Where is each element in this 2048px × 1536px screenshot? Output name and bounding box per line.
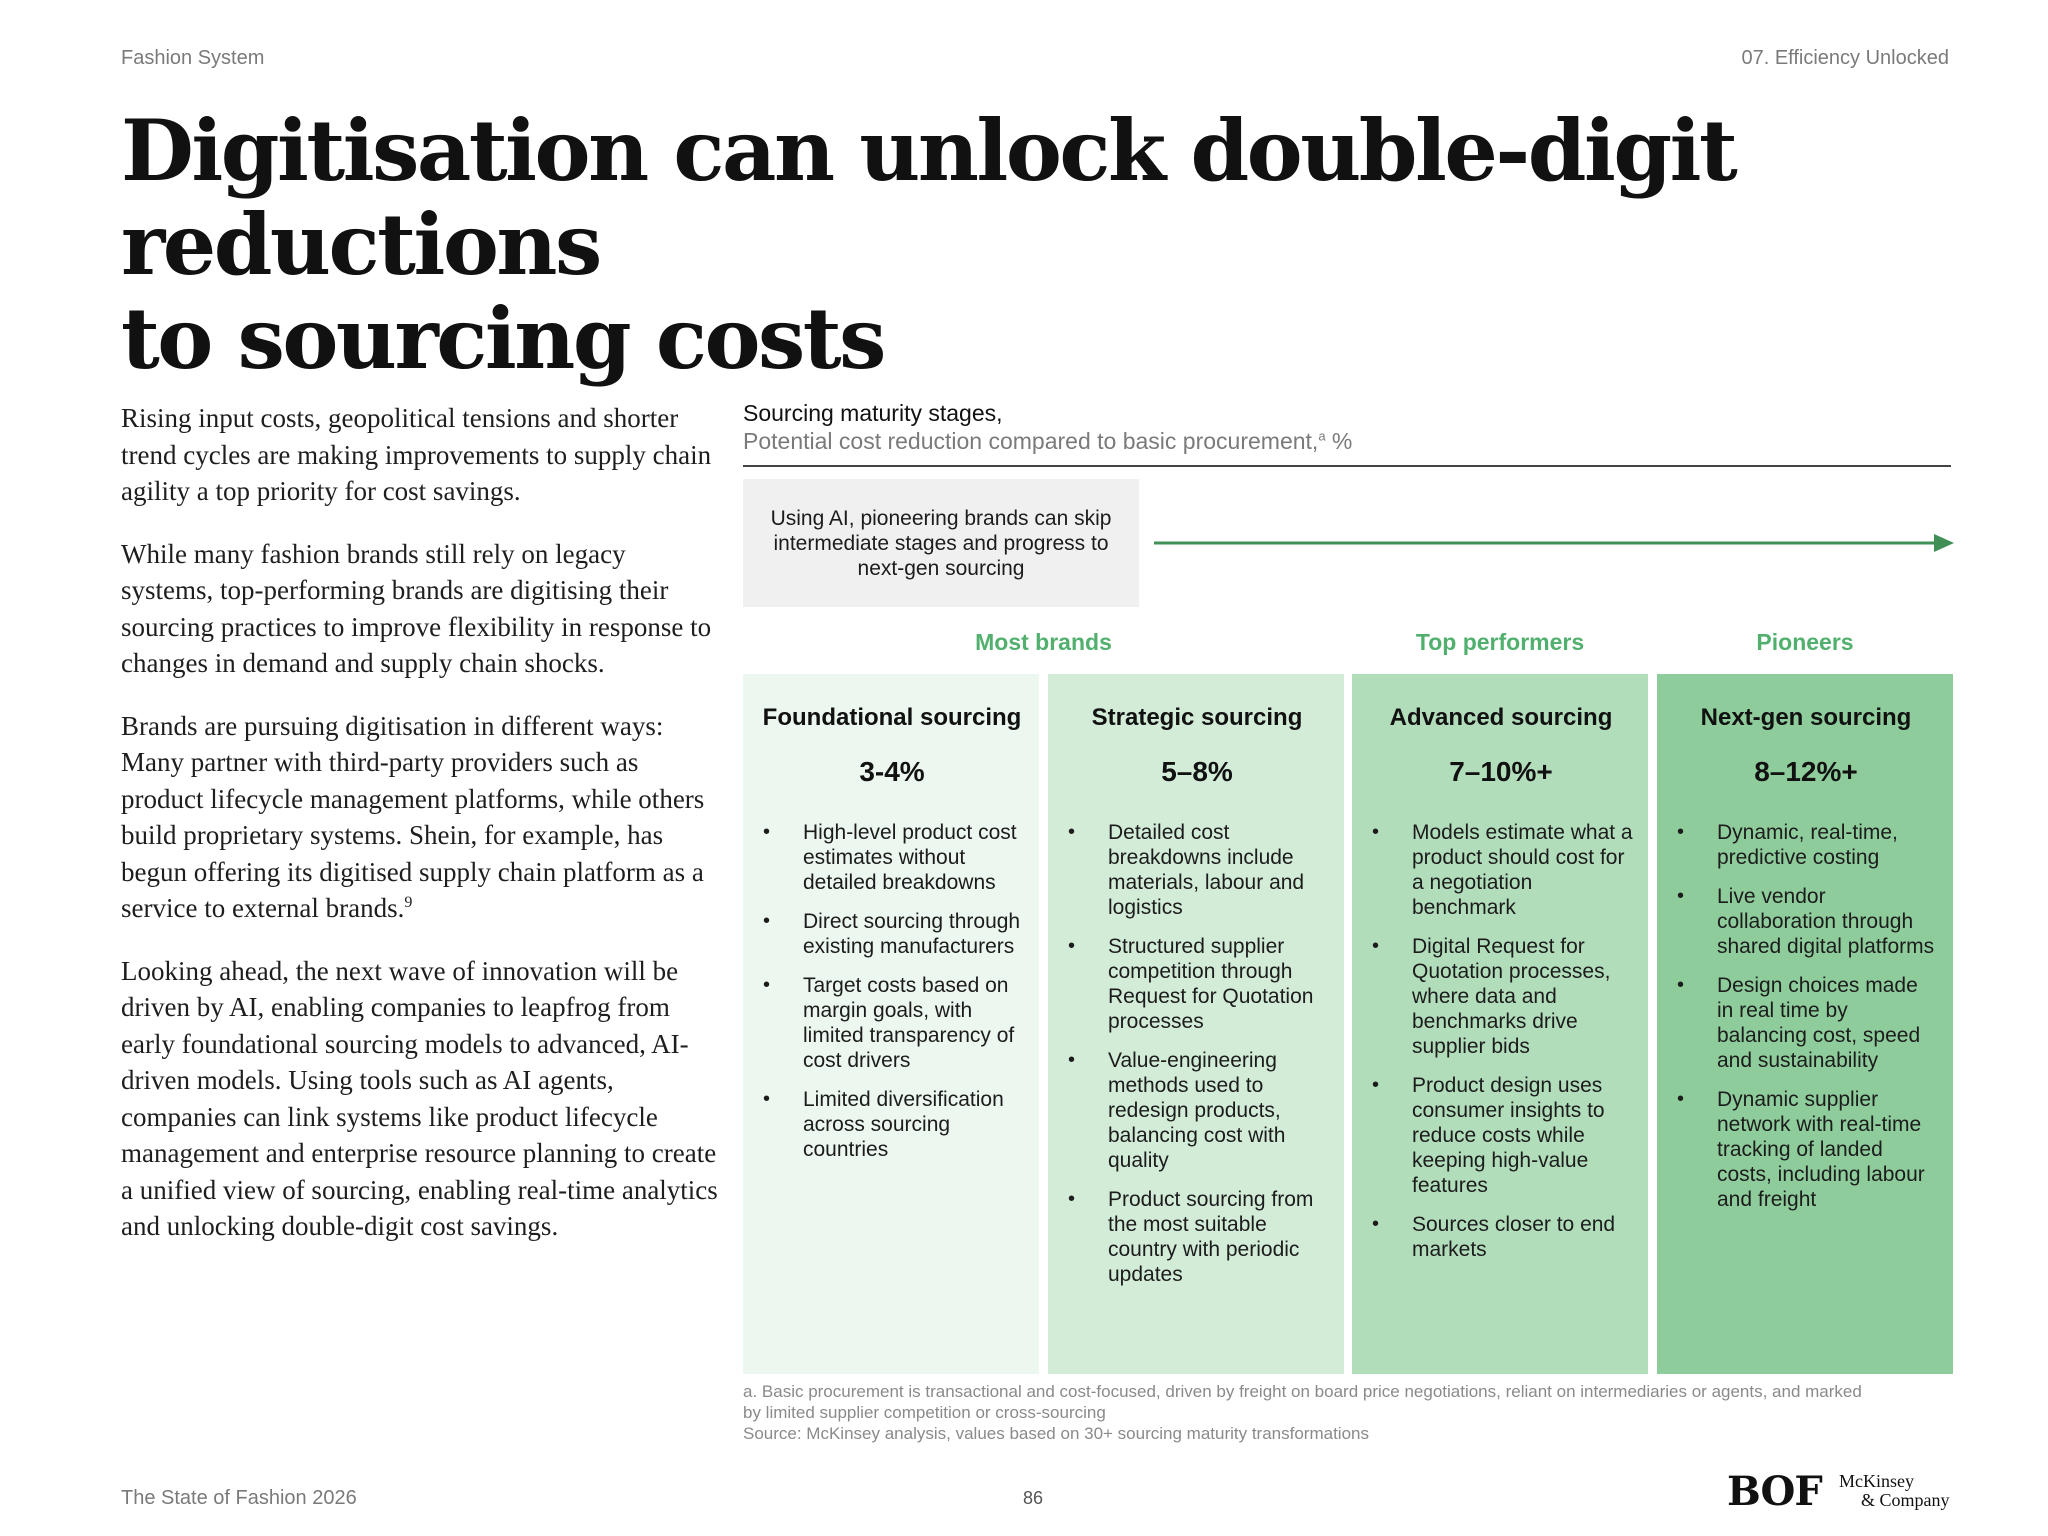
- body-paragraph-3: Brands are pursuing digitisation in diff…: [121, 708, 721, 927]
- stage-title: Next-gen sourcing: [1700, 704, 1912, 731]
- stage-bullet: Limited diversification across sourcing …: [759, 1087, 1025, 1162]
- source-note: Source: McKinsey analysis, values based …: [743, 1424, 1369, 1443]
- running-header-chapter: 07. Efficiency Unlocked: [1741, 47, 1949, 69]
- stage-bullet: Product sourcing from the most suitable …: [1064, 1187, 1330, 1287]
- stage-bullet: Design choices made in real time by bala…: [1673, 973, 1939, 1073]
- progress-arrow-icon: [1154, 534, 1954, 552]
- mckinsey-logo: McKinsey & Company: [1839, 1472, 1950, 1510]
- stage-column-strategic: Strategic sourcing 5–8% Detailed cost br…: [1048, 674, 1344, 1374]
- body-paragraph-2: While many fashion brands still rely on …: [121, 538, 712, 679]
- figure-title: Sourcing maturity stages,: [743, 400, 1003, 426]
- body-paragraph-4: Looking ahead, the next wave of innovati…: [121, 955, 718, 1242]
- footnote-ref-9: 9: [404, 894, 413, 911]
- page-title-line-1: Digitisation can unlock double-digit red…: [121, 101, 1738, 294]
- stage-bullet: High-level product cost estimates withou…: [759, 820, 1025, 895]
- stage-bullets: Models estimate what a product should co…: [1368, 820, 1634, 1262]
- stage-cost-reduction: 7–10%+: [1449, 756, 1553, 787]
- stage-bullet: Models estimate what a product should co…: [1368, 820, 1634, 920]
- page-title-line-2: to sourcing costs: [121, 289, 886, 388]
- page-number: 86: [1023, 1488, 1044, 1508]
- callout-box: Using AI, pioneering brands can skip int…: [743, 479, 1139, 607]
- body-paragraph-1: Rising input costs, geopolitical tension…: [121, 403, 712, 506]
- body-paragraph-3-text: Brands are pursuing digitisation in diff…: [121, 710, 705, 924]
- figure-subtitle-unit: %: [1325, 428, 1353, 454]
- stage-title: Strategic sourcing: [1091, 704, 1303, 731]
- bof-logo: BOF: [1727, 1468, 1823, 1515]
- mckinsey-logo-line-1: McKinsey: [1839, 1471, 1914, 1491]
- footer-publication: The State of Fashion 2026: [121, 1487, 357, 1509]
- mckinsey-logo-line-2: & Company: [1861, 1490, 1950, 1510]
- page-title: Digitisation can unlock double-digit red…: [121, 104, 1961, 386]
- stage-bullet: Target costs based on margin goals, with…: [759, 973, 1025, 1073]
- figure-divider: [743, 465, 1951, 467]
- figure-subtitle-text: Potential cost reduction compared to bas…: [743, 428, 1319, 454]
- stage-cost-reduction: 3-4%: [859, 756, 925, 787]
- figure-footnotes: a. Basic procurement is transactional an…: [743, 1381, 1883, 1444]
- stage-column-foundational: Foundational sourcing 3-4% High-level pr…: [743, 674, 1039, 1374]
- footnote-ref-a: a: [1318, 428, 1326, 444]
- stage-bullets: Detailed cost breakdowns include materia…: [1064, 820, 1330, 1287]
- running-header-section: Fashion System: [121, 47, 265, 69]
- group-label-top-performers: Top performers: [1415, 629, 1585, 655]
- footnote-a: a. Basic procurement is transactional an…: [743, 1382, 1862, 1422]
- stage-cost-reduction: 5–8%: [1161, 756, 1233, 787]
- stage-bullet: Dynamic, real-time, predictive costing: [1673, 820, 1939, 870]
- group-label-most-brands: Most brands: [975, 629, 1112, 655]
- stage-bullet: Sources closer to end markets: [1368, 1212, 1634, 1262]
- stage-bullet: Structured supplier competition through …: [1064, 934, 1330, 1034]
- figure-subtitle: Potential cost reduction compared to bas…: [743, 428, 1352, 455]
- stage-column-next-gen: Next-gen sourcing 8–12%+ Dynamic, real-t…: [1657, 674, 1953, 1374]
- stage-bullet: Product design uses consumer insights to…: [1368, 1073, 1634, 1198]
- body-text: Rising input costs, geopolitical tension…: [121, 400, 721, 1271]
- stage-title: Advanced sourcing: [1389, 704, 1613, 731]
- stage-bullets: High-level product cost estimates withou…: [759, 820, 1025, 1162]
- stage-bullets: Dynamic, real-time, predictive costing L…: [1673, 820, 1939, 1212]
- stage-bullet: Live vendor collaboration through shared…: [1673, 884, 1939, 959]
- stage-cost-reduction: 8–12%+: [1754, 756, 1858, 787]
- stage-bullet: Direct sourcing through existing manufac…: [759, 909, 1025, 959]
- group-label-pioneers: Pioneers: [1756, 629, 1854, 655]
- stage-column-advanced: Advanced sourcing 7–10%+ Models estimate…: [1352, 674, 1648, 1374]
- stage-title: Foundational sourcing: [762, 704, 1022, 731]
- stage-bullet: Detailed cost breakdowns include materia…: [1064, 820, 1330, 920]
- stage-bullet: Value-engineering methods used to redesi…: [1064, 1048, 1330, 1173]
- stage-bullet: Digital Request for Quotation processes,…: [1368, 934, 1634, 1059]
- stage-bullet: Dynamic supplier network with real-time …: [1673, 1087, 1939, 1212]
- callout-text: Using AI, pioneering brands can skip int…: [770, 506, 1112, 580]
